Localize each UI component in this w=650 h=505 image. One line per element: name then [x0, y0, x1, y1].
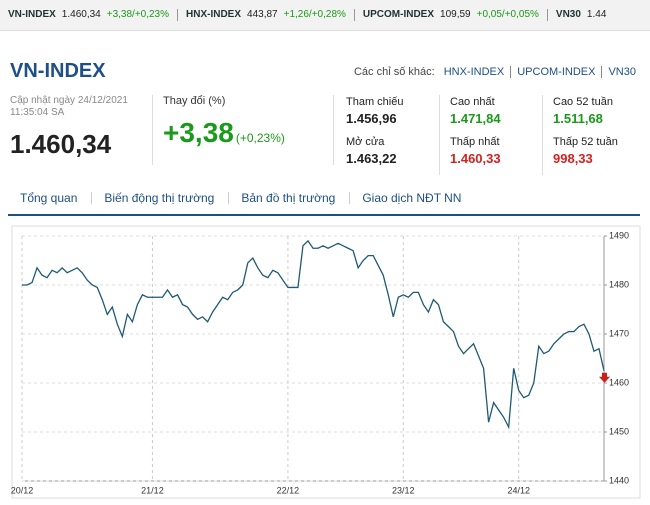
ticker-value: 1.460,34	[61, 9, 101, 20]
ticker-value: 1.44	[586, 9, 607, 20]
divider	[333, 95, 334, 165]
stat-label: Cao nhất	[450, 96, 495, 108]
y-tick-label: 1450	[609, 426, 629, 436]
stat-label: Cao 52 tuần	[553, 96, 613, 108]
x-tick-label: 23/12	[392, 485, 415, 495]
page-title: VN-INDEX	[10, 60, 106, 82]
stat-value: 1.463,22	[346, 151, 397, 166]
tab[interactable]: Giao dịch NĐT NN	[349, 192, 475, 204]
ticker-bar: VN-INDEX 1.460,34 +3,38/+0,23% HNX-INDEX 443…	[0, 0, 650, 31]
other-indices: Các chỉ số khác: HNX-INDEX UPCOM-INDEX VN3…	[354, 66, 642, 78]
price: 1.460,34	[10, 129, 112, 159]
ticker-name: HNX-INDEX	[186, 9, 242, 20]
stat: Cao nhất 1.471,84	[439, 95, 542, 135]
stats: Tham chiếu 1.456,96 Cao nhất 1.471,84 Cao 52…	[336, 95, 646, 175]
stat: Thấp 52 tuần 998,33	[542, 135, 646, 175]
ticker-value: 109,59	[440, 9, 471, 20]
index-link[interactable]: VN30	[601, 66, 642, 78]
price-block: Cập nhật ngày 24/12/2021 11:35:04 SA 1.4…	[10, 95, 150, 160]
stat-label: Thấp 52 tuần	[553, 136, 618, 148]
x-tick-label: 20/12	[11, 485, 34, 495]
y-tick-label: 1490	[609, 230, 629, 240]
index-link[interactable]: HNX-INDEX	[443, 66, 505, 78]
ticker-name: VN-INDEX	[8, 9, 56, 20]
stat: Mở cửa 1.463,22	[336, 135, 439, 175]
chart-frame	[11, 225, 641, 499]
ticker-item[interactable]: HNX-INDEX 443,87 +1,26/+0,28%	[177, 9, 354, 21]
change-label: Thay đổi (%)	[163, 95, 226, 107]
stat: Tham chiếu 1.456,96	[336, 95, 439, 135]
ticker-name: VN30	[555, 9, 581, 20]
ticker-change: +0,05/+0,05%	[476, 9, 539, 20]
stat: Cao 52 tuần 1.511,68	[542, 95, 646, 135]
ticker-name: UPCOM-INDEX	[362, 9, 435, 20]
ticker-item[interactable]: VN30 1.44	[546, 9, 620, 21]
change: +3,38	[163, 117, 234, 148]
divider	[152, 95, 153, 165]
x-tick-label: 24/12	[507, 485, 530, 495]
ticker-value: 443,87	[247, 9, 278, 20]
change-pct: (+0,23%)	[235, 131, 285, 145]
y-tick-label: 1480	[609, 279, 629, 289]
tab[interactable]: Tổng quan	[20, 191, 78, 205]
ticker-change: +1,26/+0,28%	[283, 9, 346, 20]
tab[interactable]: Biến động thị trường	[91, 192, 228, 204]
stat-label: Thấp nhất	[450, 136, 500, 148]
tab[interactable]: Bản đồ thị trường	[228, 192, 349, 204]
tabs: Tổng quan Biến động thị trường Bản đồ thị …	[8, 182, 640, 216]
price-line	[22, 239, 605, 430]
stat-value: 1.471,84	[450, 111, 501, 126]
last-arrow	[599, 372, 610, 383]
ticker-item[interactable]: VN-INDEX 1.460,34 +3,38/+0,23%	[0, 9, 177, 21]
updated: Cập nhật ngày 24/12/2021	[10, 95, 128, 106]
y-tick-label: 1470	[609, 328, 629, 338]
stat-label: Mở cửa	[346, 136, 385, 148]
y-tick-label: 1460	[609, 377, 629, 387]
y-tick-label: 1440	[609, 475, 629, 485]
stat: Thấp nhất 1.460,33	[439, 135, 542, 175]
stat-value: 1.511,68	[553, 111, 603, 126]
stat-value: 1.460,33	[450, 151, 501, 166]
time: 11:35:04 SA	[10, 107, 65, 118]
x-tick-label: 21/12	[141, 485, 164, 495]
ticker-item[interactable]: UPCOM-INDEX 109,59 +0,05/+0,05%	[353, 9, 547, 21]
stat-value: 998,33	[553, 151, 593, 166]
stat-label: Tham chiếu	[346, 96, 404, 108]
index-link[interactable]: UPCOM-INDEX	[510, 66, 602, 78]
others-label: Các chỉ số khác:	[353, 66, 435, 78]
ticker-change: +3,38/+0,23%	[106, 9, 170, 20]
stat-value: 1.456,96	[346, 111, 397, 126]
change-block: Thay đổi (%) +3,38 (+0,23%)	[163, 95, 285, 149]
x-tick-label: 22/12	[277, 485, 300, 495]
